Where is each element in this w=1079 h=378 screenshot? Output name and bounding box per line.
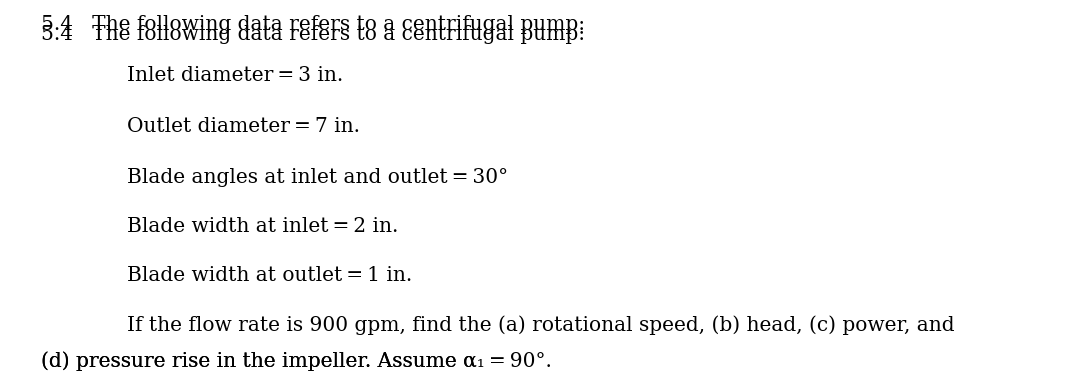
Text: (d) pressure rise in the impeller. Assume α: (d) pressure rise in the impeller. Assum… (41, 351, 477, 371)
Text: Blade width at inlet = 2 in.: Blade width at inlet = 2 in. (127, 217, 399, 236)
Text: Inlet diameter = 3 in.: Inlet diameter = 3 in. (127, 66, 343, 85)
Text: Blade angles at inlet and outlet = 30°: Blade angles at inlet and outlet = 30° (127, 168, 508, 187)
Text: 5.4   The following data refers to a centrifugal pump:: 5.4 The following data refers to a centr… (41, 15, 585, 34)
Text: 5.4   The following data refers to a centrifugal pump:: 5.4 The following data refers to a centr… (41, 25, 585, 43)
Text: Outlet diameter = 7 in.: Outlet diameter = 7 in. (127, 117, 360, 136)
Text: If the flow rate is 900 gpm, find the (a) rotational speed, (b) head, (c) power,: If the flow rate is 900 gpm, find the (a… (127, 316, 955, 335)
Text: (d) pressure rise in the impeller. Assume α₁ = 90°.: (d) pressure rise in the impeller. Assum… (41, 351, 551, 371)
Text: (d) pressure rise in the impeller. Assume α₁ = 90°.: (d) pressure rise in the impeller. Assum… (41, 351, 551, 371)
Text: Blade width at outlet = 1 in.: Blade width at outlet = 1 in. (127, 266, 412, 285)
